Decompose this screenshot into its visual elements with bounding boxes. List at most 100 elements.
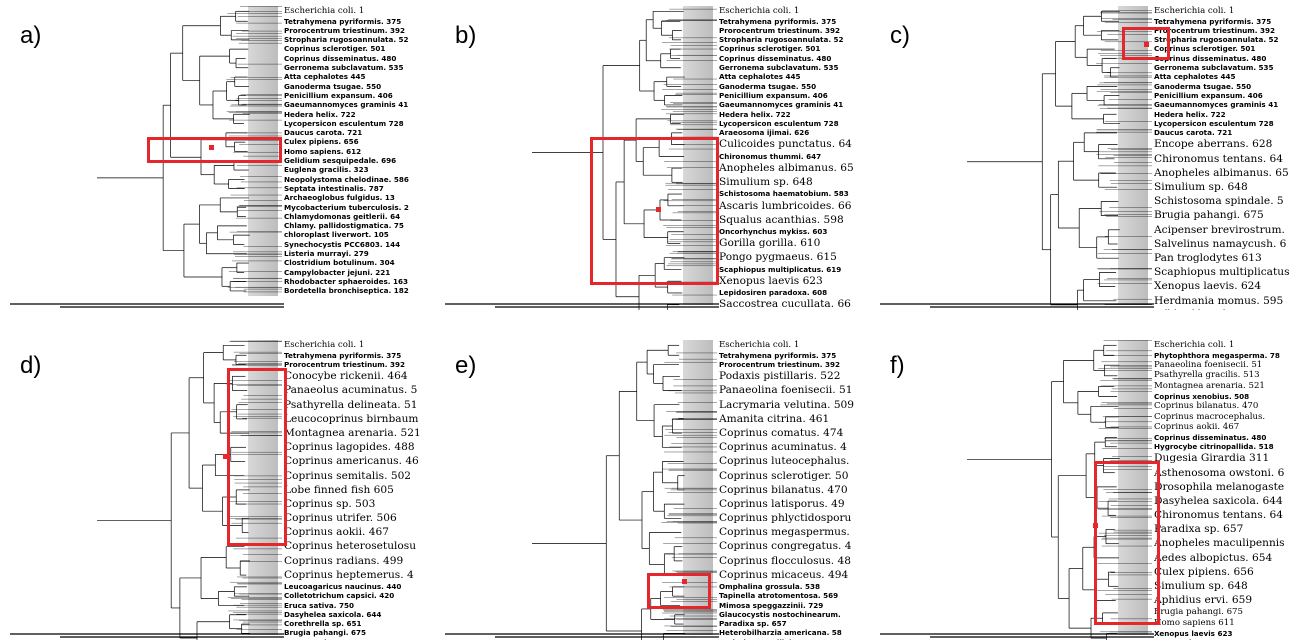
leaf-label: Culicoides punctatus. 64 — [719, 138, 852, 151]
leaf-label: Penicillium expansum. 406 — [719, 90, 828, 100]
leaf-label: Atta cephalotes 445 — [284, 72, 366, 82]
leaf-label: Coprinus heterosetulosu — [284, 540, 417, 553]
leaf-label: Montagnea arenaria. 521 — [284, 426, 420, 439]
panel-f: f) Escherichia coli. 1 Phytophthora megasp… — [870, 330, 1290, 640]
leaf-label: Simulium sp. 648 — [1154, 181, 1248, 194]
leaf-label: Aphidius ervi. 659 — [1154, 594, 1253, 607]
focus-node-marker — [682, 579, 687, 584]
leaf-label: Septata intestinalis. 787 — [284, 183, 384, 193]
leaf-label: Chlamy. pallidostigmatica. 75 — [284, 221, 404, 231]
selection-box — [1122, 27, 1170, 60]
selection-box — [647, 573, 711, 609]
leaf-label-list: Escherichia coli. 1 Tetrahymena pyriformi… — [1154, 6, 1290, 310]
leaf-label: Paradixa sp. 657 — [719, 619, 787, 629]
tree-density-band — [683, 6, 713, 305]
selection-box — [590, 137, 719, 285]
leaf-label: Coprinus congregatus. 4 — [719, 540, 852, 553]
leaf-label: Tetrahymena pyriformis. 375 — [284, 16, 402, 26]
leaf-label: Coprinus macrocephalus. — [1154, 411, 1266, 422]
leaf-label: Podaxis pistillaris. 522 — [719, 370, 841, 383]
leaf-label: Coprinus bilanatus. 470 — [1154, 400, 1259, 411]
panel-label: f) — [890, 352, 905, 379]
leaf-label: Tetrahymena pyriformis. 375 — [284, 350, 402, 360]
leaf-label: Panaeolus acuminatus. 5 — [284, 384, 418, 397]
leaf-label: Simulium sp. 648 — [719, 176, 813, 189]
leaf-label: Atta cephalotes 445 — [719, 72, 801, 82]
leaf-label: Dugesia Girardia 311 — [1154, 452, 1270, 465]
panel-label: b) — [455, 22, 477, 49]
leaf-label: Aedes albopictus. 654 — [1154, 551, 1273, 564]
leaf-label: Ascaris lumbricoides. 66 — [719, 199, 852, 212]
leaf-label-list: Escherichia coli. 1 Tetrahymena pyriformi… — [719, 6, 855, 310]
leaf-label: Coprinus disseminatus. 480 — [284, 53, 397, 63]
leaf-label: Archaeoglobus fulgidus. 13 — [284, 193, 395, 203]
leaf-label: Coprinus heptemerus. 4 — [284, 568, 414, 581]
leaf-label: Tetrahymena pyriformis. 375 — [719, 16, 837, 26]
leaf-label: Neopolystoma chelodinae. 586 — [284, 174, 409, 184]
leaf-label: Coprinus disseminatus. 480 — [719, 53, 832, 63]
leaf-label: Leucocoprinus birnbaum — [284, 412, 419, 425]
leaf-label: Lycopersicon esculentum 728 — [719, 118, 839, 128]
leaf-label: Acipenser brevirostrum. — [1154, 223, 1285, 236]
panel-label: c) — [890, 22, 910, 49]
leaf-label: Escherichia coli. 1 — [719, 6, 800, 16]
leaf-label: Culex pipiens. 656 — [1154, 565, 1254, 578]
leaf-label: Lobe finned fish 605 — [284, 483, 394, 496]
leaf-label: Prorocentrum triestinum. 392 — [1154, 25, 1276, 35]
tree-density-band — [1118, 340, 1148, 635]
leaf-label: Heterobilharzia americana. 58 — [719, 628, 842, 638]
leaf-label: Coprinus micaceus. 494 — [719, 568, 849, 581]
leaf-label: Colletotrichum capsici. 420 — [284, 591, 395, 601]
leaf-label: Gelidium sesquipedale. 696 — [284, 156, 397, 166]
leaf-label: Asthenosoma owstoni. 6 — [1154, 466, 1285, 479]
leaf-label: chloroplast liverwort. 105 — [284, 230, 389, 240]
leaf-label: Ganoderma tsugae. 550 — [1154, 81, 1252, 91]
leaf-label: Panaeolina foenisecii. 51 — [719, 384, 853, 397]
leaf-label: Campylobacter jejuni. 221 — [284, 267, 391, 277]
phylogenetic-tree — [10, 6, 284, 308]
leaf-label: Synechocystis PCC6803. 144 — [284, 239, 401, 249]
leaf-label: Gerronema subclavatum. 535 — [719, 63, 839, 73]
leaf-label: Stropharia rugosoannulata. 52 — [284, 35, 409, 45]
leaf-label: Nosema locustae. 345 — [1154, 638, 1290, 640]
leaf-label: Coprinus latisporus. 49 — [719, 497, 845, 510]
tree-density-band — [248, 340, 278, 635]
leaf-label: Coprinus disseminatus. 480 — [1154, 53, 1267, 63]
leaf-label: Coprinus phlyctidosporu — [719, 512, 852, 525]
leaf-label: Chironomus tentans. 64 — [1154, 152, 1284, 165]
leaf-label: Coprinus sclerotiger. 50 — [719, 469, 849, 482]
leaf-label: Schistosoma haematobium. 583 — [719, 189, 849, 199]
panel-b: b) Escherichia coli. 1 Tetrahymena pyrifor… — [435, 0, 855, 310]
leaf-label: Coprinus sclerotiger. 501 — [719, 44, 821, 54]
panel-d: d) Escherichia coli. 1 Tetrahymena pyrifor… — [0, 330, 420, 640]
leaf-label: Stropharia rugosoannulata. 52 — [719, 35, 844, 45]
leaf-label: Culex pipiens. 656 — [284, 137, 359, 147]
leaf-label: Coprinus sclerotiger. 501 — [284, 44, 386, 54]
leaf-label: Corethrella sp. 651 — [284, 619, 362, 629]
leaf-label: Xenopus laevis 623 — [719, 274, 823, 287]
leaf-label: Gaeumannomyces graminis 41 — [284, 100, 409, 110]
leaf-label: Psathyrella gracilis. 513 — [1154, 370, 1260, 381]
leaf-label: Rhodobacter sphaeroides. 163 — [284, 276, 409, 286]
tree-density-band — [248, 6, 278, 296]
leaf-label: Escherichia coli. 1 — [1154, 340, 1235, 350]
leaf-label: Ganoderma tsugae. 550 — [719, 81, 817, 91]
panel-label: e) — [455, 352, 477, 379]
leaf-label: Coprinus lagopides. 488 — [284, 441, 415, 454]
leaf-label: Psathyrella delineata. 51 — [284, 398, 418, 411]
leaf-label: Stropharia rugosoannulata. 52 — [1154, 35, 1279, 45]
focus-node-marker — [1144, 42, 1149, 47]
leaf-label: Hydrolagus colliei. 599 — [719, 638, 855, 640]
leaf-label: Homo sapiens 611 — [1154, 618, 1235, 628]
leaf-label: Tapinella atrotomentosa. 569 — [719, 591, 839, 601]
leaf-label: Encope aberrans. 628 — [1154, 138, 1273, 151]
leaf-label: Homo sapiens. 612 — [284, 146, 362, 156]
phylogenetic-tree — [10, 340, 284, 640]
phylogenetic-tree — [445, 344, 719, 640]
leaf-label: Anopheles maculipennis — [1154, 537, 1285, 550]
leaf-label: Tetrahymena pyriformis. 375 — [719, 350, 837, 360]
leaf-label: Lepidosiren paradoxa. 608 — [719, 288, 828, 298]
leaf-label: Euglena gracilis. 323 — [284, 165, 369, 175]
leaf-label: Escherichia coli. 1 — [719, 340, 800, 350]
selection-box — [147, 137, 282, 163]
